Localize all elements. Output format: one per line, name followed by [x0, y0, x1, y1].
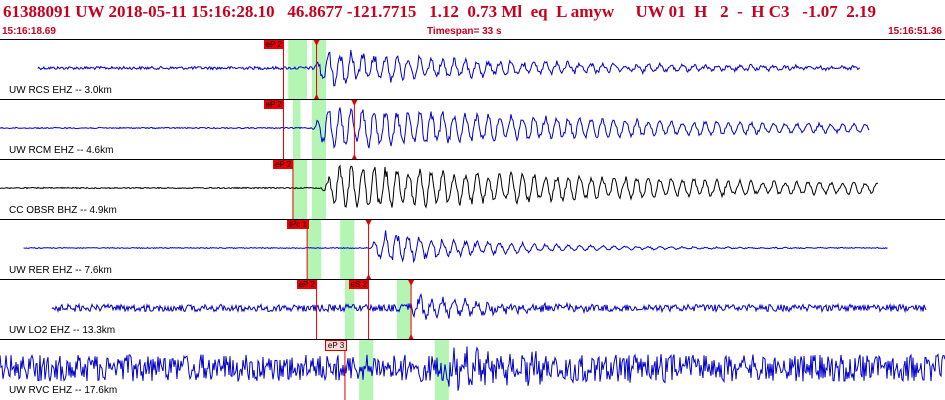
pick-label[interactable]: eP 2	[263, 100, 284, 109]
waveform-trace	[37, 50, 861, 87]
waveform-plot	[51, 280, 927, 340]
pick-marker	[365, 274, 372, 280]
pick-label[interactable]: iPc 1	[287, 220, 309, 229]
analysis-window	[359, 340, 374, 400]
waveform-plot	[0, 340, 945, 400]
pick-label[interactable]: eP 2	[272, 160, 294, 169]
event-header: 61388091 UW 2018-05-11 15:16:28.10 46.86…	[0, 0, 945, 40]
waveform-plot	[0, 100, 870, 160]
waveform-trace	[0, 107, 870, 149]
pick-label[interactable]: eS 2	[348, 280, 370, 289]
analysis-window	[311, 40, 327, 100]
analysis-window	[311, 160, 327, 220]
pick-label[interactable]: eP 3	[324, 340, 348, 351]
pick-marker	[351, 154, 358, 160]
analysis-window	[311, 100, 327, 160]
analysis-window	[288, 40, 308, 100]
event-summary-line: 61388091 UW 2018-05-11 15:16:28.10 46.86…	[3, 2, 876, 21]
waveform-plot	[37, 40, 861, 100]
pick-marker	[351, 100, 358, 106]
station-label: UW RCS EHZ -- 3.0km	[9, 85, 112, 96]
trace-panel[interactable]: iPc 1 UW RER EHZ -- 7.6km	[0, 219, 945, 280]
analysis-window	[344, 280, 355, 340]
pick-marker	[313, 94, 320, 100]
pick-marker	[365, 220, 372, 226]
waveform-plot	[23, 220, 888, 280]
station-label: UW RER EHZ -- 7.6km	[9, 265, 112, 276]
analysis-window	[340, 220, 355, 280]
analysis-window	[307, 220, 322, 280]
analysis-window	[292, 160, 308, 220]
timespan-label: Timespan= 33 s	[427, 26, 502, 37]
analysis-window	[396, 280, 412, 340]
station-label: UW RVC EHZ -- 17.6km	[9, 385, 118, 396]
waveform-trace	[0, 346, 945, 391]
pick-marker	[408, 334, 415, 340]
waveform-trace	[51, 293, 927, 320]
analysis-window	[292, 100, 301, 160]
pick-label[interactable]: eP 2	[263, 40, 284, 49]
trace-panel[interactable]: eP 2 CC OBSR BHZ -- 4.9km	[0, 159, 945, 220]
seismogram-panels: eP 2 UW RCS EHZ -- 3.0km eP 2 UW RCM EHZ --…	[0, 39, 945, 400]
station-label: UW LO2 EHZ -- 13.3km	[9, 325, 116, 336]
waveform-trace	[23, 230, 888, 264]
start-time-label: 15:16:18.69	[2, 26, 56, 37]
waveform-trace	[0, 164, 879, 209]
trace-panel[interactable]: eP 2 UW RCM EHZ -- 4.6km	[0, 99, 945, 160]
station-label: CC OBSR BHZ -- 4.9km	[9, 205, 117, 216]
pick-marker	[313, 40, 320, 46]
station-label: UW RCM EHZ -- 4.6km	[9, 145, 114, 156]
trace-panel[interactable]: eP 2 eS 2 UW LO2 EHZ -- 13.3km	[0, 279, 945, 340]
trace-panel[interactable]: eP 2 UW RCS EHZ -- 3.0km	[0, 39, 945, 100]
end-time-label: 15:16:51.36	[888, 26, 942, 37]
pick-marker	[408, 280, 415, 286]
pick-label[interactable]: eP 2	[296, 280, 317, 289]
waveform-plot	[0, 160, 879, 220]
trace-panel[interactable]: eP 3 UW RVC EHZ -- 17.6km	[0, 339, 945, 400]
